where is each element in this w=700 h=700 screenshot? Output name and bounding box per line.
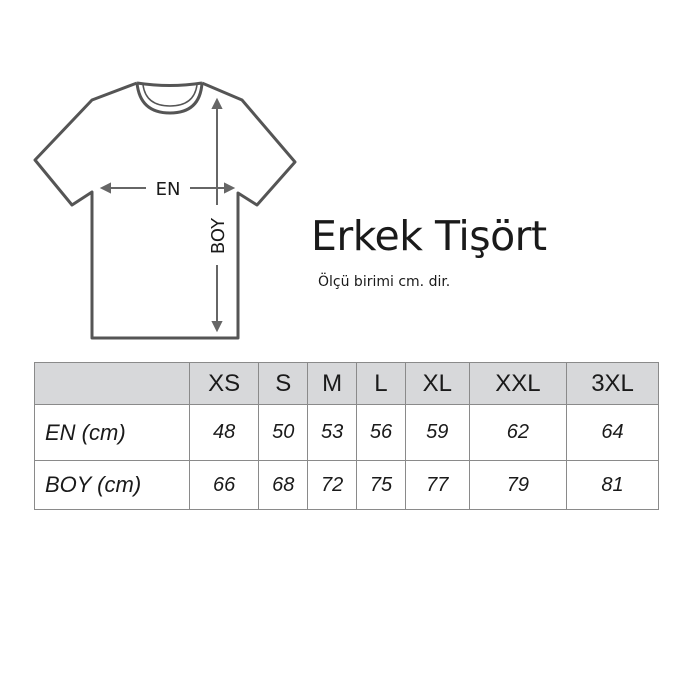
size-3xl: 3XL: [566, 362, 659, 405]
table-cell: 48: [188, 404, 260, 461]
length-label: BOY: [208, 217, 229, 254]
tshirt-collar: [135, 82, 204, 115]
table-row-en: EN (cm) 48 50 53 56 59 62 64: [34, 404, 659, 461]
row-label: EN (cm): [34, 404, 190, 461]
table-row-boy: BOY (cm) 66 68 72 75 77 79 81: [34, 460, 659, 510]
tshirt-diagram: EN BOY: [33, 81, 297, 340]
table-cell: 56: [356, 404, 406, 461]
width-label: EN: [156, 179, 181, 200]
table-cell: 66: [188, 460, 260, 510]
table-cell: 77: [404, 460, 470, 510]
table-cell: 53: [307, 404, 358, 461]
size-m: M: [307, 362, 358, 405]
table-cell: 81: [566, 460, 659, 510]
size-xxl: XXL: [468, 362, 568, 405]
size-l: L: [356, 362, 406, 405]
table-cell: 79: [468, 460, 568, 510]
size-s: S: [258, 362, 309, 405]
table-cell: 75: [356, 460, 406, 510]
tshirt-collar-outer: [136, 81, 203, 87]
table-cell: 59: [404, 404, 470, 461]
table-cell: 72: [307, 460, 358, 510]
table-cell: 64: [566, 404, 659, 461]
size-header-row: XS S M L XL XXL 3XL: [34, 362, 659, 405]
size-xl: XL: [404, 362, 470, 405]
table-cell: 62: [468, 404, 568, 461]
table-cell: 50: [258, 404, 309, 461]
header-empty-cell: [34, 362, 190, 405]
size-table: XS S M L XL XXL 3XL EN (cm) 48 50 53 56 …: [34, 362, 659, 510]
row-label: BOY (cm): [34, 460, 190, 510]
tshirt-outline: [33, 81, 297, 340]
size-xs: XS: [188, 362, 260, 405]
table-cell: 68: [258, 460, 309, 510]
page-title: Erkek Tişört: [311, 212, 547, 260]
unit-note: Ölçü birimi cm. dir.: [318, 274, 451, 290]
